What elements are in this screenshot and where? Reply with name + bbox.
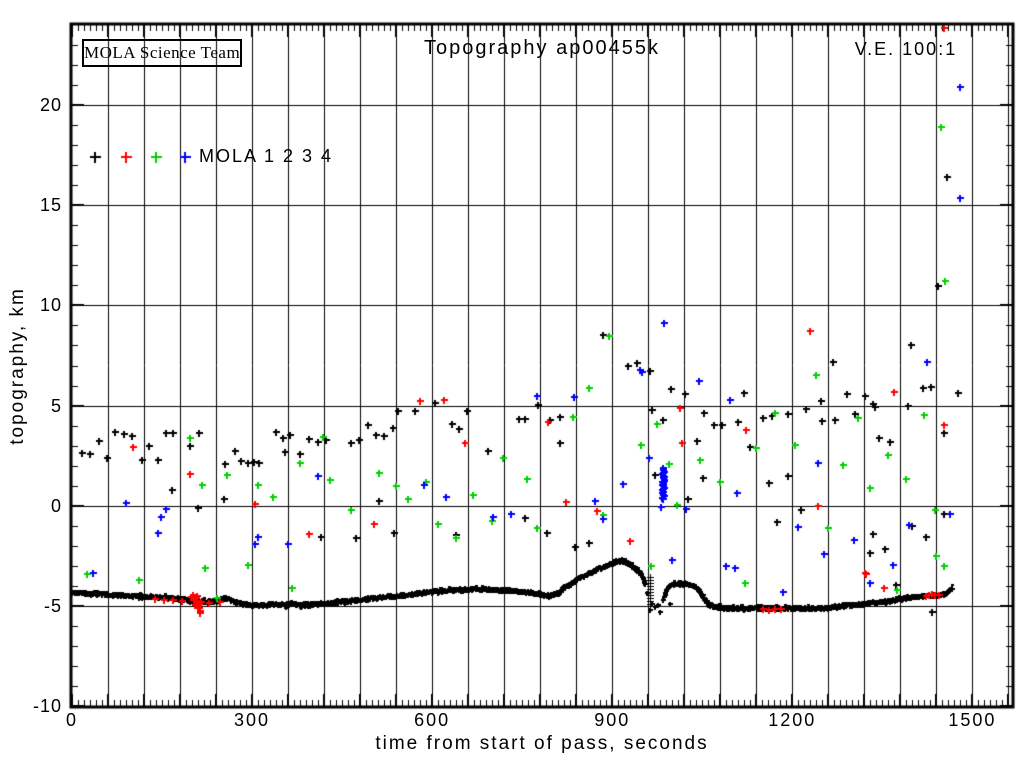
y-tick-label: 5 (50, 395, 62, 416)
x-tick-label: 600 (414, 710, 451, 730)
x-tick-label: 1500 (948, 710, 997, 730)
x-tick-label: 0 (65, 710, 79, 730)
y-tick-label: 15 (39, 195, 62, 216)
x-axis-label: time from start of pass, seconds (375, 733, 709, 754)
x-tick-label: 300 (234, 710, 271, 730)
science-team-box: MOLA Science Team (82, 39, 242, 67)
plot-title: Topography ap00455k (424, 37, 660, 59)
legend-label: MOLA 1 2 3 4 (199, 146, 334, 166)
vertical-exaggeration-label: V.E. 100:1 (854, 39, 958, 59)
x-tick-label: 1200 (768, 710, 817, 730)
y-tick-label: 20 (39, 95, 62, 116)
y-tick-label: -10 (32, 696, 62, 716)
x-tick-label: 900 (594, 710, 631, 730)
y-tick-label: 0 (50, 495, 62, 516)
y-tick-label: 10 (39, 295, 62, 316)
y-tick-label: -5 (43, 595, 62, 616)
